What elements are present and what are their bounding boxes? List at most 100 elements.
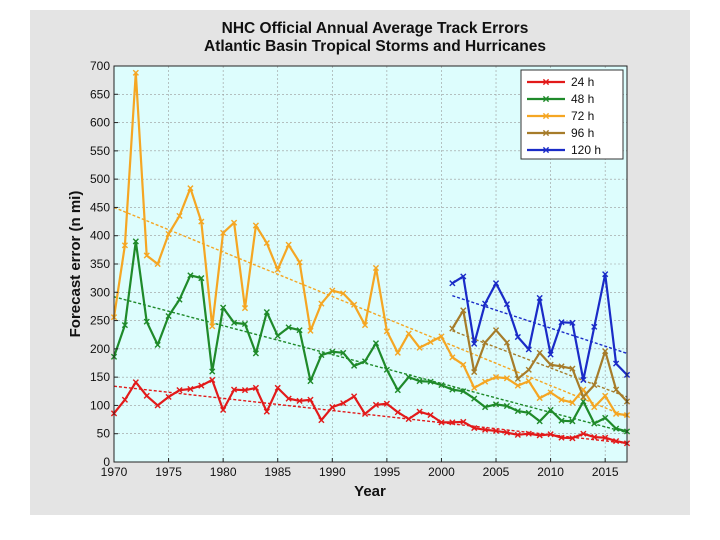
data-point-120h bbox=[536, 294, 543, 302]
legend-label: 48 h bbox=[571, 92, 594, 106]
data-point-120h bbox=[591, 323, 598, 330]
data-point-96h bbox=[536, 349, 543, 356]
data-point-96h bbox=[482, 339, 489, 346]
series-96h bbox=[449, 307, 631, 405]
data-point-24h bbox=[612, 437, 620, 445]
data-point-120h bbox=[525, 346, 532, 353]
data-point-24h bbox=[241, 387, 249, 394]
data-point-120h bbox=[602, 271, 609, 278]
data-point-24h bbox=[482, 426, 489, 433]
data-point-24h bbox=[220, 406, 227, 414]
data-point-24h bbox=[372, 401, 380, 408]
x-axis-label: Year bbox=[354, 483, 386, 500]
data-point-72h bbox=[460, 361, 467, 368]
data-point-24h bbox=[569, 435, 576, 442]
data-point-72h bbox=[252, 222, 259, 229]
data-point-96h bbox=[558, 363, 565, 370]
data-point-72h bbox=[230, 219, 238, 226]
data-point-72h bbox=[165, 230, 172, 238]
data-point-24h bbox=[416, 408, 423, 415]
trend-line-120h bbox=[452, 295, 628, 355]
data-point-48h bbox=[187, 272, 194, 279]
data-point-48h bbox=[340, 349, 347, 356]
legend-swatch-marker bbox=[542, 112, 550, 120]
data-point-48h bbox=[547, 406, 554, 414]
series-24h bbox=[110, 376, 631, 447]
y-tick-label: 200 bbox=[90, 342, 110, 356]
data-point-96h bbox=[612, 386, 620, 393]
data-point-48h bbox=[176, 296, 183, 303]
data-point-72h bbox=[536, 394, 543, 402]
y-tick-label: 600 bbox=[90, 116, 110, 130]
data-point-48h bbox=[558, 417, 565, 424]
data-point-48h bbox=[143, 318, 150, 325]
data-point-24h bbox=[351, 393, 358, 400]
data-point-48h bbox=[569, 418, 576, 425]
data-point-24h bbox=[514, 431, 521, 438]
trend-lines bbox=[113, 206, 628, 445]
data-point-72h bbox=[383, 328, 390, 335]
data-point-96h bbox=[580, 393, 587, 401]
y-tick-label: 400 bbox=[90, 229, 110, 243]
data-point-24h bbox=[154, 402, 161, 409]
series-120h bbox=[449, 271, 631, 384]
data-point-96h bbox=[492, 327, 500, 334]
data-point-24h bbox=[394, 409, 401, 416]
x-tick-label: 1975 bbox=[155, 465, 182, 479]
data-point-72h bbox=[241, 305, 249, 312]
legend-item-96h: 96 h bbox=[527, 126, 594, 140]
y-tick-label: 650 bbox=[90, 87, 110, 101]
data-point-48h bbox=[536, 418, 543, 425]
data-point-72h bbox=[612, 410, 620, 418]
data-point-24h bbox=[307, 396, 314, 403]
data-point-72h bbox=[427, 338, 434, 346]
data-point-72h bbox=[198, 218, 205, 225]
data-point-120h bbox=[514, 333, 521, 341]
data-point-48h bbox=[612, 425, 620, 432]
data-point-48h bbox=[165, 312, 172, 320]
legend-swatch-marker bbox=[542, 129, 550, 137]
data-point-48h bbox=[525, 409, 532, 416]
y-tick-label: 300 bbox=[90, 285, 110, 299]
data-point-120h bbox=[471, 340, 478, 347]
x-tick-label: 2005 bbox=[483, 465, 510, 479]
data-point-72h bbox=[416, 344, 423, 351]
data-point-24h bbox=[143, 392, 150, 399]
x-tick-label: 2000 bbox=[428, 465, 455, 479]
data-point-48h bbox=[154, 341, 161, 348]
data-point-72h bbox=[569, 399, 576, 406]
data-point-96h bbox=[503, 339, 511, 346]
data-point-48h bbox=[460, 388, 467, 395]
data-point-48h bbox=[252, 350, 259, 357]
legend-label: 120 h bbox=[571, 143, 601, 157]
data-point-72h bbox=[176, 212, 183, 220]
data-point-48h bbox=[263, 308, 270, 316]
legend: 24 h 48 h 72 h 96 h 120 h bbox=[520, 69, 624, 160]
data-point-48h bbox=[383, 366, 390, 373]
legend-box bbox=[520, 69, 624, 160]
data-point-96h bbox=[591, 381, 598, 389]
data-point-72h bbox=[438, 333, 445, 340]
data-series bbox=[110, 69, 631, 447]
legend-label: 24 h bbox=[571, 75, 594, 89]
data-point-48h bbox=[416, 378, 423, 385]
data-point-72h bbox=[154, 260, 161, 268]
y-tick-label: 0 bbox=[103, 455, 110, 469]
data-point-72h bbox=[471, 384, 478, 391]
data-point-72h bbox=[209, 323, 216, 330]
data-point-24h bbox=[602, 434, 609, 441]
data-point-24h bbox=[580, 430, 587, 437]
data-point-24h bbox=[285, 395, 292, 402]
data-point-48h bbox=[427, 378, 434, 385]
x-tick-label: 1980 bbox=[210, 465, 237, 479]
data-point-24h bbox=[405, 415, 412, 423]
data-point-72h bbox=[525, 378, 532, 385]
data-point-72h bbox=[143, 252, 150, 259]
data-point-72h bbox=[482, 378, 489, 385]
data-point-72h bbox=[449, 354, 456, 361]
data-point-24h bbox=[525, 430, 532, 437]
data-point-48h bbox=[307, 378, 314, 385]
legend-item-48h: 48 h bbox=[527, 92, 594, 106]
data-point-72h bbox=[187, 185, 194, 192]
